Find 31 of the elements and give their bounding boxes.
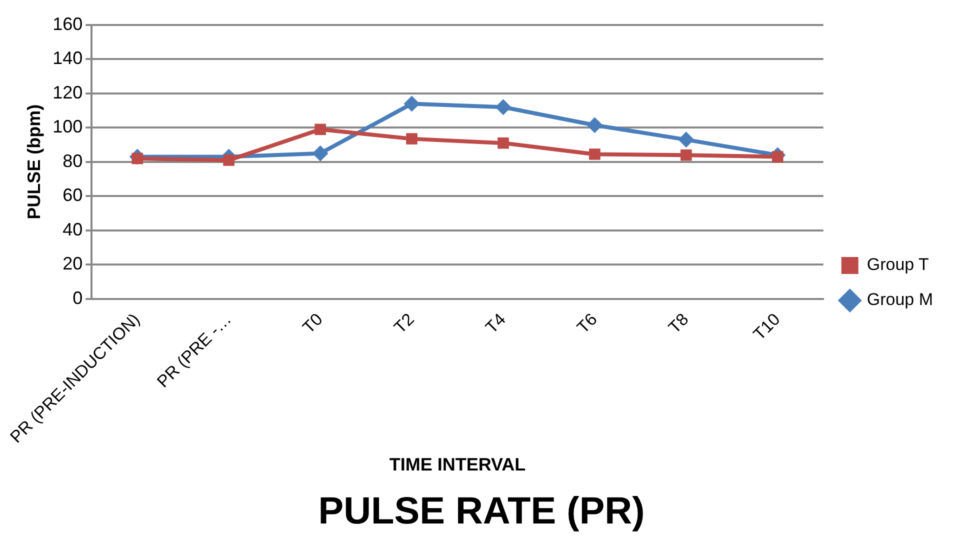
point: [404, 96, 420, 112]
x-tick-label: T6: [573, 310, 601, 338]
y-tick-label: 160: [52, 14, 83, 34]
point: [495, 99, 512, 116]
point: [223, 154, 234, 166]
y-tick-label: 40: [62, 219, 83, 240]
point: [406, 133, 418, 144]
point: [498, 137, 509, 149]
y-tick-label: 60: [62, 185, 83, 206]
x-tick-label: T2: [390, 310, 418, 338]
x-tick-label: T4: [482, 310, 510, 338]
point: [680, 149, 692, 161]
y-tick-label: 80: [62, 150, 83, 171]
legend-label: Group M: [866, 290, 934, 310]
y-axis-title: PULSE (bpm): [24, 104, 44, 220]
y-tick-label: 0: [72, 288, 83, 308]
x-tick-label: T10: [750, 310, 784, 344]
x-tick-label: T8: [664, 310, 692, 338]
y-tick-label: 140: [52, 48, 83, 68]
point: [312, 145, 328, 162]
y-tick-label: 120: [52, 82, 83, 102]
point: [678, 132, 694, 148]
y-tick-label: 100: [52, 116, 83, 137]
x-tick-label: T0: [298, 310, 326, 338]
point: [586, 117, 603, 134]
legend-label: Group T: [866, 255, 929, 274]
point: [589, 148, 600, 160]
y-tick-label: 20: [62, 254, 83, 274]
text: PULSE RATE (PR): [318, 490, 645, 533]
x-axis-title: TIME INTERVAL: [389, 454, 526, 475]
point: [314, 124, 326, 136]
